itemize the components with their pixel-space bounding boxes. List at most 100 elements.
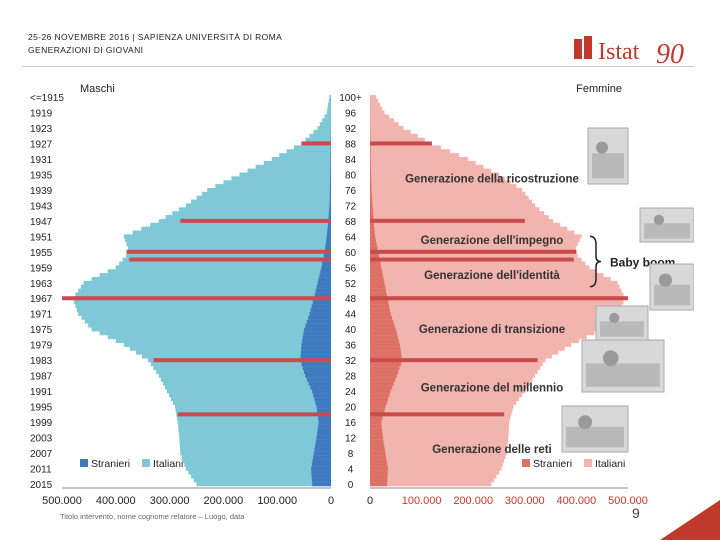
- bar-male-stranieri: [330, 180, 331, 185]
- svg-text:90: 90: [656, 39, 684, 67]
- bar-male-italiani: [125, 238, 331, 243]
- legend-swatch-male: [80, 459, 88, 467]
- bar-female-italiane: [370, 203, 536, 208]
- bar-male-italiani: [191, 199, 331, 204]
- bar-male-stranieri: [312, 389, 331, 394]
- bar-male-italiani: [183, 458, 331, 463]
- bar-male-stranieri: [328, 215, 331, 220]
- photo-impegno-shade: [644, 223, 690, 239]
- bar-female-italiane: [370, 230, 575, 235]
- bar-male-italiani: [107, 269, 331, 274]
- bar-male-stranieri: [314, 447, 331, 452]
- page-number: 9: [632, 505, 640, 521]
- bar-male-italiani: [75, 304, 331, 309]
- bar-female-italiane: [370, 331, 595, 336]
- bar-female-straniere: [370, 304, 390, 309]
- birth-year-label: 1927: [30, 139, 53, 150]
- age-label: 48: [345, 294, 357, 305]
- bar-female-italiane: [370, 400, 517, 405]
- x-tick-label-left: 0: [328, 495, 334, 507]
- bar-female-italiane: [370, 435, 509, 440]
- bar-female-straniere: [370, 439, 384, 444]
- birth-year-label: 2011: [30, 465, 52, 476]
- birth-year-label: 1951: [30, 232, 53, 243]
- bar-female-straniere: [370, 400, 387, 405]
- bar-female-italiane: [370, 478, 494, 483]
- bar-female-italiane: [370, 180, 511, 185]
- generation-line-female: [370, 296, 628, 301]
- bar-male-stranieri: [312, 458, 331, 463]
- bar-female-straniere: [370, 149, 371, 154]
- age-label: 8: [348, 449, 354, 460]
- bar-female-straniere: [370, 447, 385, 452]
- bar-male-stranieri: [312, 300, 331, 305]
- age-label: 0: [348, 480, 354, 491]
- bar-female-straniere: [370, 300, 389, 305]
- photo-identita-shade: [654, 284, 690, 306]
- bar-female-italiane: [370, 98, 379, 104]
- bar-male-italiani: [164, 385, 331, 390]
- bar-male-stranieri: [330, 164, 331, 169]
- generation-label: Generazione dell'impegno: [421, 235, 564, 247]
- bar-male-italiani: [207, 187, 331, 193]
- bar-male-italiani: [179, 207, 331, 212]
- bar-male-italiani: [324, 114, 331, 119]
- generation-label: Generazione del millennio: [421, 382, 564, 394]
- bar-female-straniere: [370, 408, 385, 413]
- bar-male-italiani: [84, 319, 331, 324]
- bar-male-italiani: [74, 300, 332, 305]
- bar-female-straniere: [370, 184, 372, 189]
- bar-male-stranieri: [325, 246, 331, 251]
- bar-male-stranieri: [316, 435, 331, 440]
- bar-male-italiani: [150, 362, 331, 367]
- bar-female-italiane: [370, 404, 514, 409]
- birth-year-label: 1995: [30, 403, 53, 414]
- bar-female-straniere: [370, 207, 373, 212]
- bar-male-italiani: [223, 180, 331, 185]
- bar-female-italiane: [370, 269, 597, 274]
- bar-male-italiani: [162, 381, 331, 386]
- bar-male-stranieri: [302, 335, 331, 340]
- birth-year-label: 1987: [30, 372, 53, 383]
- bar-female-italiane: [370, 377, 533, 382]
- bar-male-italiani: [174, 404, 331, 409]
- bar-female-straniere: [370, 365, 400, 371]
- bar-male-italiani: [329, 95, 331, 100]
- bar-male-italiani: [91, 327, 331, 332]
- bar-female-straniere: [370, 431, 383, 436]
- svg-text:Istat: Istat: [598, 39, 640, 65]
- age-label: 40: [345, 325, 357, 336]
- photo-reti-figure: [578, 415, 592, 429]
- bar-male-italiani: [179, 439, 331, 444]
- bar-male-italiani: [185, 203, 331, 208]
- bar-male-italiani: [99, 273, 331, 278]
- bar-female-straniere: [370, 238, 376, 243]
- bar-male-italiani: [188, 470, 331, 475]
- bar-female-straniere: [370, 288, 386, 293]
- bar-male-italiani: [99, 331, 331, 336]
- bar-female-italiane: [370, 342, 572, 347]
- bar-female-italiane: [370, 447, 508, 452]
- bar-female-straniere: [370, 265, 382, 270]
- bar-male-italiani: [80, 284, 331, 289]
- bar-female-italiane: [370, 307, 620, 313]
- bar-male-italiani: [231, 176, 331, 181]
- x-tick-label-right: 300.000: [505, 495, 545, 507]
- bar-female-straniere: [370, 381, 394, 386]
- bar-female-italiane: [370, 160, 476, 166]
- bar-female-italiane: [370, 424, 510, 429]
- bar-male-italiani: [185, 466, 331, 471]
- bar-female-straniere: [370, 199, 373, 204]
- bar-male-stranieri: [305, 323, 331, 328]
- bar-female-straniere: [370, 145, 371, 150]
- bar-female-italiane: [370, 482, 492, 487]
- generation-line-male: [301, 141, 331, 146]
- bar-male-italiani: [156, 369, 331, 374]
- bar-female-straniere: [370, 338, 399, 344]
- bar-male-stranieri: [301, 346, 331, 351]
- bar-female-straniere: [370, 164, 371, 169]
- bar-male-stranieri: [308, 381, 331, 386]
- bar-male-stranieri: [329, 187, 331, 193]
- bar-female-straniere: [370, 195, 373, 200]
- bar-female-italiane: [370, 172, 499, 177]
